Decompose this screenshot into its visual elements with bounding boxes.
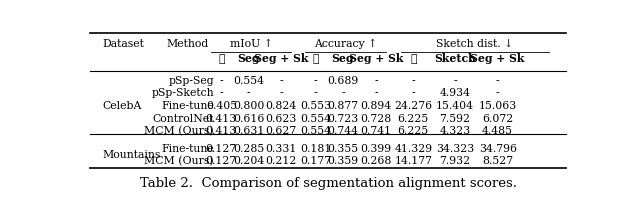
Text: Fine-tune: Fine-tune — [161, 101, 214, 111]
Text: 14.177: 14.177 — [394, 156, 432, 166]
Text: 0.800: 0.800 — [233, 101, 264, 111]
Text: 0.413: 0.413 — [205, 126, 237, 136]
Text: pSp-Seg: pSp-Seg — [168, 76, 214, 86]
Text: 0.405: 0.405 — [206, 101, 237, 111]
Text: 6.225: 6.225 — [397, 126, 429, 136]
Text: -: - — [453, 76, 457, 86]
Text: Mountains: Mountains — [102, 150, 161, 160]
Text: 0.741: 0.741 — [360, 126, 392, 136]
Text: mIoU ↑: mIoU ↑ — [230, 39, 273, 49]
Text: MCM (Ours): MCM (Ours) — [144, 156, 214, 166]
Text: 0.127: 0.127 — [205, 144, 237, 154]
Text: 7.592: 7.592 — [440, 114, 470, 124]
Text: 0.554: 0.554 — [300, 114, 331, 124]
Text: 0.554: 0.554 — [233, 76, 264, 86]
Text: 0.204: 0.204 — [233, 156, 264, 166]
Text: 34.796: 34.796 — [479, 144, 516, 154]
Text: ∅: ∅ — [218, 53, 225, 64]
Text: 0.331: 0.331 — [265, 144, 296, 154]
Text: -: - — [374, 76, 378, 86]
Text: Fine-tune: Fine-tune — [161, 144, 214, 154]
Text: 4.934: 4.934 — [440, 88, 470, 98]
Text: 41.329: 41.329 — [394, 144, 433, 154]
Text: 0.413: 0.413 — [205, 114, 237, 124]
Text: -: - — [220, 88, 223, 98]
Text: 0.553: 0.553 — [300, 101, 331, 111]
Text: Seg: Seg — [332, 53, 354, 64]
Text: -: - — [374, 88, 378, 98]
Text: 0.616: 0.616 — [233, 114, 264, 124]
Text: -: - — [314, 76, 317, 86]
Text: 0.623: 0.623 — [265, 114, 296, 124]
Text: 0.877: 0.877 — [327, 101, 358, 111]
Text: 34.323: 34.323 — [436, 144, 474, 154]
Text: CelebA: CelebA — [102, 101, 141, 111]
Text: -: - — [220, 76, 223, 86]
Text: 15.404: 15.404 — [436, 101, 474, 111]
Text: -: - — [314, 88, 317, 98]
Text: 0.728: 0.728 — [360, 114, 392, 124]
Text: Accuracy ↑: Accuracy ↑ — [314, 39, 377, 49]
Text: ControlNet: ControlNet — [152, 114, 214, 124]
Text: -: - — [247, 88, 250, 98]
Text: 0.723: 0.723 — [327, 114, 358, 124]
Text: ∅: ∅ — [410, 53, 417, 64]
Text: -: - — [341, 88, 345, 98]
Text: 6.072: 6.072 — [482, 114, 513, 124]
Text: -: - — [279, 76, 283, 86]
Text: MCM (Ours): MCM (Ours) — [144, 126, 214, 136]
Text: 0.627: 0.627 — [265, 126, 296, 136]
Text: 4.485: 4.485 — [482, 126, 513, 136]
Text: 24.276: 24.276 — [394, 101, 433, 111]
Text: Sketch: Sketch — [434, 53, 476, 64]
Text: 0.181: 0.181 — [300, 144, 332, 154]
Text: Seg + Sk: Seg + Sk — [253, 53, 308, 64]
Text: Dataset: Dataset — [102, 39, 144, 49]
Text: ∅: ∅ — [312, 53, 319, 64]
Text: pSp-Sketch: pSp-Sketch — [151, 88, 214, 98]
Text: 0.399: 0.399 — [360, 144, 392, 154]
Text: 0.268: 0.268 — [360, 156, 392, 166]
Text: -: - — [496, 76, 499, 86]
Text: 15.063: 15.063 — [479, 101, 516, 111]
Text: Seg + Sk: Seg + Sk — [349, 53, 403, 64]
Text: 0.127: 0.127 — [205, 156, 237, 166]
Text: -: - — [496, 88, 499, 98]
Text: Table 2.  Comparison of segmentation alignment scores.: Table 2. Comparison of segmentation alig… — [140, 177, 516, 190]
Text: 0.894: 0.894 — [360, 101, 392, 111]
Text: 0.355: 0.355 — [327, 144, 358, 154]
Text: 0.631: 0.631 — [233, 126, 264, 136]
Text: 0.359: 0.359 — [327, 156, 358, 166]
Text: -: - — [279, 88, 283, 98]
Text: 0.177: 0.177 — [300, 156, 331, 166]
Text: -: - — [412, 76, 415, 86]
Text: Method: Method — [167, 39, 209, 49]
Text: Seg: Seg — [237, 53, 260, 64]
Text: 0.285: 0.285 — [233, 144, 264, 154]
Text: 0.744: 0.744 — [328, 126, 358, 136]
Text: 0.824: 0.824 — [265, 101, 296, 111]
Text: Seg + Sk: Seg + Sk — [470, 53, 525, 64]
Text: 7.932: 7.932 — [440, 156, 470, 166]
Text: 8.527: 8.527 — [482, 156, 513, 166]
Text: 0.554: 0.554 — [300, 126, 331, 136]
Text: -: - — [412, 88, 415, 98]
Text: Sketch dist. ↓: Sketch dist. ↓ — [436, 39, 514, 49]
Text: 6.225: 6.225 — [397, 114, 429, 124]
Text: 4.323: 4.323 — [439, 126, 470, 136]
Text: 0.212: 0.212 — [265, 156, 296, 166]
Text: 0.689: 0.689 — [327, 76, 358, 86]
